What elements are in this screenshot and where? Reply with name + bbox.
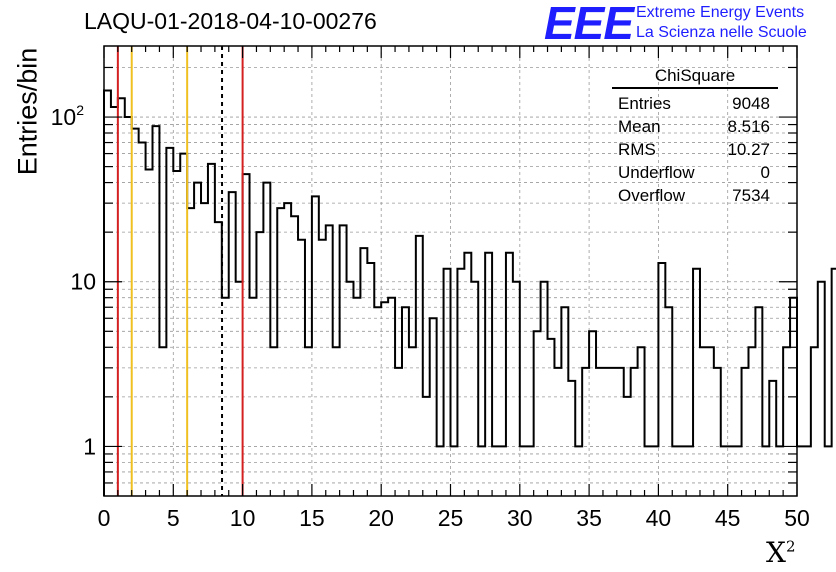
- stats-label: Underflow: [618, 163, 695, 182]
- x-tick-label: 15: [299, 505, 325, 531]
- stats-label: RMS: [618, 140, 656, 159]
- y-axis-label: Entries/bin: [12, 47, 43, 176]
- run-title: LAQU-01-2018-04-10-00276: [84, 8, 377, 34]
- x-tick-label: 5: [167, 505, 180, 531]
- stats-value: 0: [760, 163, 770, 182]
- x-tick-label: 35: [576, 505, 602, 531]
- y-tick-label-sup: 2: [76, 102, 84, 118]
- logo-subtitle-1: Extreme Energy Events: [636, 4, 805, 21]
- stats-title: ChiSquare: [612, 66, 778, 89]
- x-axis-label-base: X: [766, 536, 786, 569]
- x-tick-label: 40: [646, 505, 672, 531]
- x-axis-label: X2: [766, 536, 795, 569]
- stats-value: 8.516: [727, 117, 770, 136]
- x-tick-label: 20: [368, 505, 394, 531]
- stats-value: 9048: [732, 94, 770, 113]
- y-tick-label: 102: [51, 102, 85, 130]
- x-tick-label: 10: [230, 505, 256, 531]
- y-tick-label: 10: [70, 269, 96, 295]
- stats-row: Mean 8.516: [612, 115, 778, 138]
- logo-subtitle-2: La Scienza nelle Scuole: [636, 24, 807, 41]
- stats-box: ChiSquare Entries 9048 Mean 8.516 RMS 10.27…: [612, 66, 778, 207]
- stats-value: 10.27: [727, 140, 770, 159]
- stats-row: RMS 10.27: [612, 138, 778, 161]
- stats-row: Entries 9048: [612, 92, 778, 115]
- x-tick-label: 25: [438, 505, 464, 531]
- stats-label: Overflow: [618, 186, 686, 205]
- stats-row: Overflow 7534: [612, 184, 778, 207]
- stats-label: Entries: [618, 94, 671, 113]
- eee-logo: EEE: [544, 0, 634, 49]
- x-tick-label: 30: [507, 505, 533, 531]
- histogram: [103, 89, 836, 496]
- stats-label: Mean: [618, 117, 661, 136]
- x-axis-label-sup: 2: [785, 537, 796, 556]
- x-tick-label: 50: [784, 505, 810, 531]
- y-tick-label: 1: [83, 433, 96, 459]
- stats-value: 7534: [732, 186, 770, 205]
- x-tick-label: 45: [715, 505, 741, 531]
- grid-lines: [104, 46, 797, 496]
- x-tick-label: 0: [98, 505, 111, 531]
- histogram-step-line: [103, 89, 836, 496]
- stats-row: Underflow 0: [612, 161, 778, 184]
- marker-lines: [116, 46, 244, 496]
